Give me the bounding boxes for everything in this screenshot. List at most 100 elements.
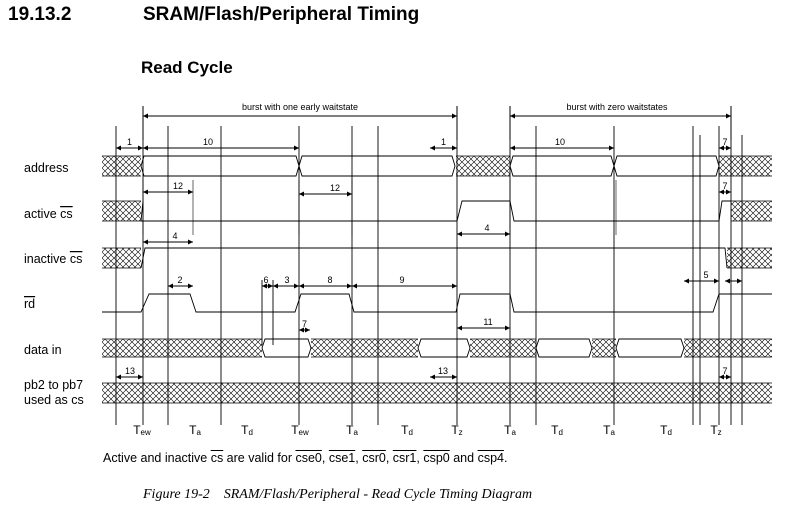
footnote-and: and	[449, 451, 478, 465]
bus-valid	[509, 155, 615, 177]
phase-label-sub: a	[353, 428, 358, 437]
timing-param-label: 12	[173, 181, 183, 191]
arrow-head	[143, 145, 148, 151]
phase-label: Ta	[189, 423, 201, 437]
phase-label: Tz	[451, 423, 462, 437]
undefined-region	[470, 339, 536, 357]
arrow-head	[726, 113, 731, 119]
undefined-region	[731, 201, 772, 221]
timing-param-label: 4	[172, 231, 177, 241]
arrow-head	[457, 325, 462, 331]
footnote-signal: csp4	[477, 451, 504, 465]
timing-param-label: 3	[284, 275, 289, 285]
timing-parameters: 1 10 1 10 7 12 12 7 4 4 2 6 3 8 9 5 7 11 13 13 7	[116, 137, 742, 380]
signal-label: inactive cs	[24, 252, 82, 266]
arrow-head	[452, 374, 457, 380]
footnote-sep: ,	[355, 451, 363, 465]
arrow-head	[138, 145, 143, 151]
bus-valid	[535, 338, 593, 358]
undefined-region	[719, 156, 772, 176]
signal-label-overline: rd	[24, 297, 35, 311]
phase-label: Tew	[133, 423, 151, 437]
arrow-head	[262, 283, 267, 289]
phase-label: Tew	[291, 423, 309, 437]
arrow-head	[347, 283, 352, 289]
arrow-head	[726, 145, 731, 151]
arrow-head	[719, 145, 724, 151]
arrow-head	[116, 145, 121, 151]
arrow-head	[510, 113, 515, 119]
burst-label: burst with one early waitstate	[242, 102, 358, 112]
arrow-head	[188, 189, 193, 195]
footnote-cs: cs	[210, 451, 224, 465]
phase-label: Td	[660, 423, 672, 437]
footnote-mid: are valid for	[223, 451, 296, 465]
undefined-region	[311, 339, 418, 357]
phase-label: Ta	[603, 423, 615, 437]
burst-label: burst with zero waitstates	[566, 102, 668, 112]
arrow-head	[168, 283, 173, 289]
burst-annotations: burst with one early waitstate burst with…	[142, 102, 732, 140]
phase-label: Ta	[504, 423, 516, 437]
arrow-head	[452, 145, 457, 151]
signal-label: data in	[24, 343, 62, 357]
arrow-head	[305, 327, 310, 333]
phase-label: Ta	[346, 423, 358, 437]
footnote-signal: csr1	[392, 451, 417, 465]
timing-param-label: 4	[484, 223, 489, 233]
timing-param-label: 7	[722, 137, 727, 147]
undefined-region	[102, 339, 262, 357]
rd-wave	[102, 293, 772, 313]
arrow-head	[719, 189, 724, 195]
phase-label-sub: z	[718, 428, 722, 437]
arrow-head	[505, 325, 510, 331]
arrow-head	[268, 283, 273, 289]
phase-label-sub: d	[248, 428, 252, 437]
arrow-head	[505, 231, 510, 237]
figure-number: Figure 19-2	[143, 487, 210, 502]
arrow-head	[452, 283, 457, 289]
phase-label: Td	[401, 423, 413, 437]
signal-waveforms	[102, 155, 772, 404]
timing-param-label: 7	[302, 319, 307, 329]
timing-param-label: 5	[703, 270, 708, 280]
footnote-end: .	[503, 451, 508, 465]
section-title: SRAM/Flash/Peripheral Timing	[143, 4, 420, 25]
timing-param-label: 7	[722, 366, 727, 376]
footnote-signal: csp0	[423, 451, 450, 465]
phase-label: Tz	[710, 423, 721, 437]
footnote-signal: csr0	[362, 451, 386, 465]
footnote: Active and inactive cs are valid for cse…	[103, 451, 507, 465]
arrow-head	[510, 145, 515, 151]
section-number: 19.13.2	[8, 4, 72, 25]
arrow-head	[116, 374, 121, 380]
timing-param-label: 8	[327, 275, 332, 285]
bus-valid	[613, 155, 720, 177]
phase-label-sub: a	[196, 428, 201, 437]
arrow-head	[430, 145, 435, 151]
phase-gridlines	[115, 126, 743, 425]
footnote-sep: ,	[321, 451, 329, 465]
signal-label: pb2 to pb7	[24, 378, 83, 392]
bus-valid	[140, 155, 300, 177]
signal-label-overline: cs	[70, 252, 83, 266]
signal-label-overline: cs	[60, 207, 73, 221]
footnote-sep: ,	[385, 451, 393, 465]
undefined-region	[102, 248, 141, 268]
phase-labels: Tew Ta Td Tew Ta Td Tz Ta Td Ta Td Tz	[133, 423, 721, 437]
undefined-region	[102, 201, 141, 221]
arrow-head	[726, 189, 731, 195]
phase-label: Td	[241, 423, 253, 437]
arrow-head	[452, 113, 457, 119]
undefined-region	[592, 339, 616, 357]
figure-title: SRAM/Flash/Peripheral - Read Cycle Timin…	[223, 487, 533, 502]
timing-param-label: 1	[441, 137, 446, 147]
phase-label-sub: d	[558, 428, 562, 437]
timing-param-label: 12	[330, 183, 340, 193]
timing-param-label: 11	[483, 317, 492, 327]
footnote-signal: cse1	[328, 451, 356, 465]
arrow-head	[725, 278, 730, 284]
timing-param-label: 10	[203, 137, 213, 147]
arrow-head	[299, 327, 304, 333]
arrow-head	[138, 374, 143, 380]
